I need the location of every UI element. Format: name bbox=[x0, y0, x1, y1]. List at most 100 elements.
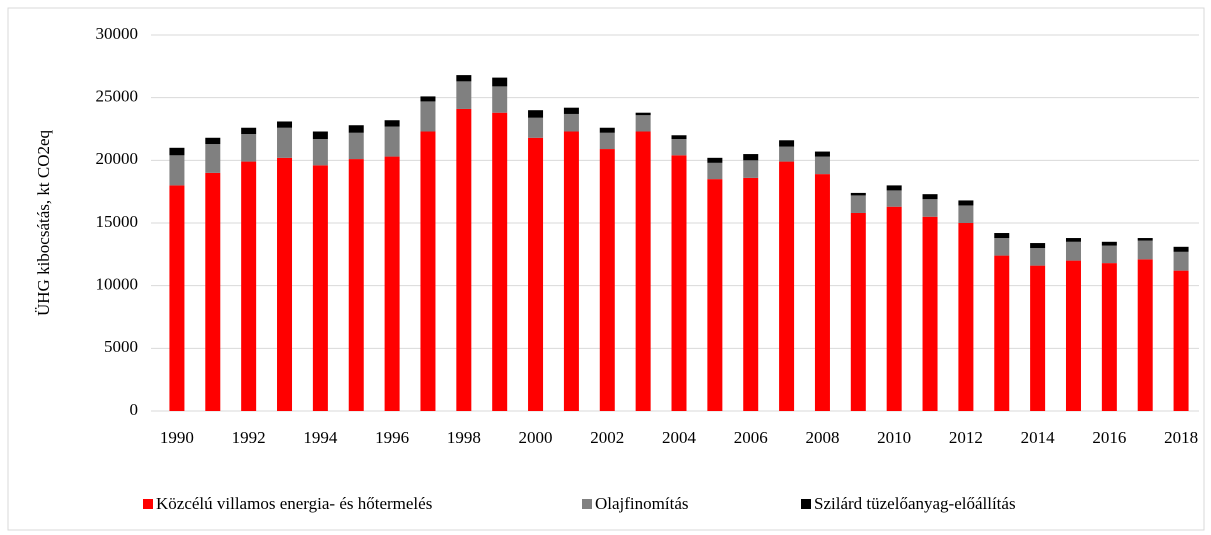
bar-segment bbox=[814, 151, 830, 157]
bar-segment bbox=[384, 156, 400, 411]
bar-segment bbox=[492, 86, 508, 113]
bar-segment bbox=[1065, 260, 1081, 411]
x-tick-label: 2010 bbox=[877, 428, 911, 447]
bar-segment bbox=[1065, 238, 1081, 242]
x-tick-label: 2018 bbox=[1164, 428, 1198, 447]
bar-segment bbox=[850, 212, 866, 411]
bar-segment bbox=[563, 113, 579, 132]
bar-segment bbox=[1173, 270, 1189, 411]
bar-segment bbox=[707, 179, 723, 411]
bar-segment bbox=[348, 132, 364, 160]
bar-segment bbox=[779, 146, 795, 162]
bar-segment bbox=[420, 131, 436, 412]
bar-segment bbox=[922, 199, 938, 217]
bar-segment bbox=[599, 127, 615, 133]
y-tick-label: 25000 bbox=[96, 87, 139, 106]
bar-segment bbox=[277, 121, 293, 128]
bar-segment bbox=[886, 190, 902, 207]
bar-segment bbox=[241, 161, 257, 411]
bar-segment bbox=[528, 137, 544, 412]
bar-segment bbox=[1101, 245, 1117, 264]
legend-swatch bbox=[582, 499, 592, 509]
bar-segment bbox=[1137, 238, 1153, 241]
bar-segment bbox=[528, 117, 544, 138]
bar-segment bbox=[814, 156, 830, 175]
bar-segment bbox=[312, 131, 328, 140]
x-tick-label: 2004 bbox=[662, 428, 697, 447]
bar-segment bbox=[994, 255, 1010, 411]
x-tick-label: 1992 bbox=[232, 428, 266, 447]
x-tick-label: 2012 bbox=[949, 428, 983, 447]
bar-segment bbox=[205, 172, 221, 411]
legend-swatch bbox=[143, 499, 153, 509]
bar-segment bbox=[671, 135, 687, 140]
bar-segment bbox=[671, 155, 687, 411]
bar-segment bbox=[563, 107, 579, 114]
chart-frame bbox=[7, 7, 1205, 531]
bar-segment bbox=[958, 200, 974, 206]
bar-segment bbox=[922, 194, 938, 200]
bar-segment bbox=[707, 157, 723, 163]
y-tick-label: 15000 bbox=[96, 212, 139, 231]
x-tick-label: 1996 bbox=[375, 428, 409, 447]
y-tick-label: 0 bbox=[130, 400, 139, 419]
bar-segment bbox=[958, 223, 974, 411]
bar-segment bbox=[1173, 251, 1189, 271]
bar-segment bbox=[1030, 248, 1046, 266]
bar-segment bbox=[599, 149, 615, 411]
bar-segment bbox=[277, 157, 293, 411]
y-tick-label: 30000 bbox=[96, 24, 139, 43]
bar-segment bbox=[779, 140, 795, 147]
bar-segment bbox=[994, 233, 1010, 239]
bar-segment bbox=[312, 139, 328, 166]
legend-swatch bbox=[801, 499, 811, 509]
x-tick-label: 2014 bbox=[1021, 428, 1056, 447]
bar-segment bbox=[528, 110, 544, 118]
bar-segment bbox=[635, 115, 651, 132]
bar-segment bbox=[779, 161, 795, 411]
bar-segment bbox=[241, 134, 257, 162]
bar-segment bbox=[169, 185, 185, 411]
bar-segment bbox=[456, 108, 472, 412]
x-tick-label: 2016 bbox=[1092, 428, 1126, 447]
x-tick-label: 2008 bbox=[805, 428, 839, 447]
y-tick-label: 5000 bbox=[104, 337, 138, 356]
x-tick-label: 1994 bbox=[303, 428, 338, 447]
bar-segment bbox=[277, 127, 293, 158]
bar-segment bbox=[1101, 241, 1117, 246]
bar-segment bbox=[348, 125, 364, 133]
bar-segment bbox=[492, 112, 508, 411]
y-tick-label: 10000 bbox=[96, 275, 139, 294]
x-tick-label: 2006 bbox=[734, 428, 768, 447]
bar-segment bbox=[384, 120, 400, 127]
bar-segment bbox=[456, 81, 472, 109]
y-tick-label: 20000 bbox=[96, 149, 139, 168]
bar-segment bbox=[420, 101, 436, 132]
bar-segment bbox=[563, 131, 579, 412]
bar-segment bbox=[384, 126, 400, 157]
bar-segment bbox=[1101, 263, 1117, 411]
x-tick-label: 2000 bbox=[519, 428, 553, 447]
bar-segment bbox=[635, 131, 651, 412]
x-tick-label: 1998 bbox=[447, 428, 481, 447]
bar-segment bbox=[205, 144, 221, 173]
bar-segment bbox=[743, 177, 759, 411]
bar-segment bbox=[1030, 265, 1046, 411]
x-tick-label: 2002 bbox=[590, 428, 624, 447]
bar-segment bbox=[635, 112, 651, 116]
bar-segment bbox=[850, 192, 866, 196]
bar-segment bbox=[348, 159, 364, 411]
bar-segment bbox=[814, 174, 830, 411]
y-axis-label: ÜHG kibocsátás, kt CO2eq bbox=[34, 129, 53, 316]
bar-segment bbox=[958, 205, 974, 223]
bar-segment bbox=[1065, 241, 1081, 261]
bar-segment bbox=[850, 195, 866, 213]
bar-segment bbox=[994, 238, 1010, 256]
bar-segment bbox=[312, 165, 328, 411]
bar-segment bbox=[456, 75, 472, 82]
bar-segment bbox=[599, 132, 615, 150]
bar-segment bbox=[169, 155, 185, 186]
bar-segment bbox=[169, 147, 185, 156]
bar-segment bbox=[420, 96, 436, 102]
